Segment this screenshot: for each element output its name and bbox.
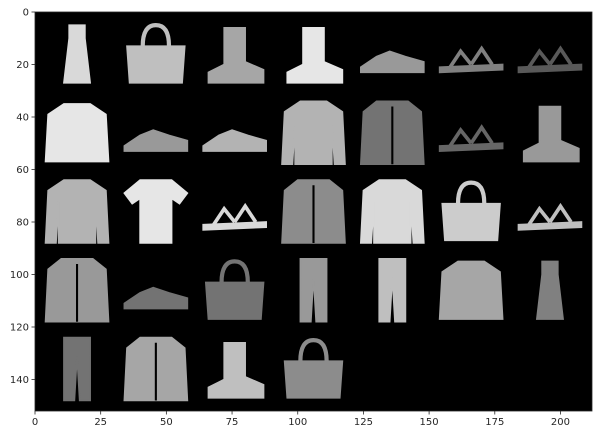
bag-icon [204,259,265,320]
sneaker-icon [202,129,267,152]
sandal-icon [438,45,504,74]
sneaker-icon [123,286,189,310]
y-tick-label: 80 [16,218,29,229]
pullover-icon [359,179,425,244]
y-tick-label: 120 [10,323,29,334]
coat-icon [281,179,346,244]
x-tick-label: 125 [354,417,373,428]
y-tick-label: 140 [10,375,29,386]
sandal-icon [517,45,583,74]
coat-icon [44,257,110,323]
coat-icon [123,336,189,402]
trouser-icon [63,336,91,402]
bag-icon [283,338,344,399]
pullover-icon [44,179,110,244]
y-axis: 0 20 40 60 80 100 120 140 [10,8,35,386]
bag-icon [126,23,186,84]
trouser-icon [378,257,407,323]
pullover-icon [281,100,346,166]
x-tick-label: 100 [288,417,307,428]
x-tick-label: 200 [551,417,570,428]
axes-frame [34,11,593,412]
shirt-icon [438,260,504,320]
sneaker-icon [123,129,189,152]
y-tick-label: 60 [16,165,29,176]
bag-icon [441,180,501,242]
shirt-icon [44,103,110,163]
x-tick-label: 175 [485,417,504,428]
ankle-boot-icon [207,26,265,84]
sandal-icon [517,202,583,231]
trouser-icon [299,257,328,323]
image-grid-plot-area [34,11,593,412]
dress-icon [535,260,564,320]
sandal-icon [202,202,267,231]
y-tick-label: 0 [23,8,29,19]
ankle-boot-icon [522,105,580,163]
coat-icon [359,100,425,166]
sandal-icon [438,124,504,152]
y-tick-label: 100 [10,270,29,281]
ankle-boot-icon [286,26,344,84]
y-tick-label: 20 [16,60,29,71]
sneaker-icon [360,50,425,74]
x-tick-label: 50 [160,417,173,428]
y-tick-label: 40 [16,113,29,124]
dress-icon [63,24,92,84]
x-tick-label: 25 [94,417,107,428]
x-axis: 0 25 50 75 100 125 150 175 200 [32,411,570,428]
x-tick-label: 75 [226,417,239,428]
t-shirt-icon [123,179,189,244]
ankle-boot-icon [207,341,265,399]
x-tick-label: 0 [32,417,38,428]
x-tick-label: 150 [420,417,439,428]
